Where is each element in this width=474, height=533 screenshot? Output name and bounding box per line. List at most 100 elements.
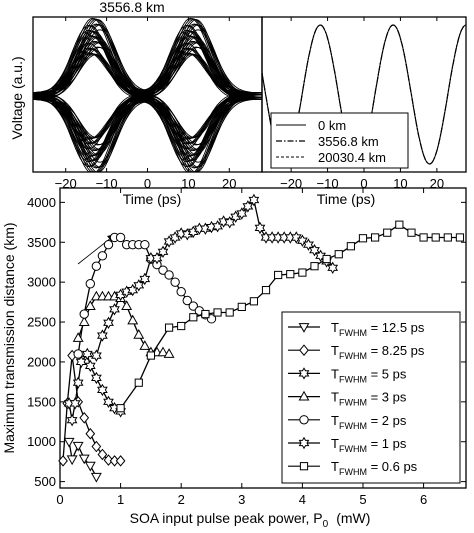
series-4-point (188, 301, 199, 311)
main-x-label-text: SOA input pulse peak power, P (130, 510, 323, 526)
eye-diagram-panel: 3556.8 km −20 −10 0 10 20 Voltage (a.u.) Tim… (9, 0, 263, 207)
main-x-tick-label: 1 (117, 492, 124, 507)
legend-subscript: FWHM (339, 444, 367, 454)
series-5-point (157, 245, 169, 259)
main-plot-frame (59, 187, 467, 489)
series-0-point (84, 461, 96, 472)
series-6-point (395, 220, 404, 229)
main-y-tick-label: 2500 (27, 315, 56, 330)
series-5-point (254, 221, 266, 235)
series-6-point (310, 262, 319, 271)
main-axis-ticks: 0 1 2 3 4 5 6 500 1000 1500 2000 2500 3000 3500 4000 (27, 188, 466, 507)
series-5-point (236, 207, 248, 220)
series-6-point (177, 321, 186, 331)
series-6-point (274, 270, 283, 280)
legend-marker-6 (299, 462, 309, 471)
series-5-point (248, 193, 260, 207)
eye-x-tick-label: 0 (144, 176, 151, 191)
series-0-point (72, 441, 84, 452)
legend-subscript: FWHM (339, 374, 367, 384)
legend-prefix: T (331, 390, 339, 405)
series-5-point (139, 272, 151, 286)
series-0-point (66, 455, 78, 466)
legend-subscript: FWHM (339, 351, 367, 361)
legend-prefix: T (331, 320, 339, 335)
main-x-tick-label: 6 (420, 492, 427, 507)
series-2-point (84, 359, 96, 373)
series-1-point (79, 412, 90, 424)
series-2-point (72, 376, 84, 389)
series-1-point (91, 440, 102, 453)
series-4-point (158, 265, 168, 275)
main-x-label-sub: 0 (323, 519, 329, 530)
legend-value: = 0.6 ps (367, 459, 418, 474)
legend-marker-1 (299, 344, 309, 356)
main-y-tick-label: 4000 (27, 195, 56, 210)
main-x-tick-label: 2 (178, 492, 185, 507)
series-0-point (63, 437, 75, 448)
legend-marker-5 (298, 436, 310, 450)
legend-prefix: T (331, 366, 339, 381)
series-6-point (164, 323, 174, 332)
legend-prefix: T (331, 436, 339, 451)
main-y-tick-label: 1000 (27, 434, 56, 449)
legend-prefix: T (331, 459, 339, 474)
legend-subscript: FWHM (339, 328, 367, 338)
eye-trace-lower (32, 97, 262, 173)
main-x-label-unit: (mW) (336, 510, 370, 526)
series-1-point (85, 427, 96, 440)
series-4-point (103, 239, 114, 250)
series-6-point (225, 308, 234, 317)
pulse-legend-label-2: 20030.4 km (318, 150, 386, 165)
legend-subscript: FWHM (339, 398, 367, 408)
series-4-point (85, 279, 95, 289)
legend-subscript: FWHM (339, 467, 367, 477)
pulse-legend: 0 km 3556.8 km 20030.4 km (270, 112, 409, 169)
legend-value: = 1 ps (367, 436, 407, 451)
legend-prefix: T (331, 413, 339, 428)
pulse-legend-label-0: 0 km (318, 118, 346, 133)
series-5-point (133, 279, 145, 292)
pulse-x-label: Time (ps) (317, 191, 376, 207)
pulse-x-tick-label: 20 (430, 176, 444, 191)
eye-trace-lower (32, 98, 262, 173)
series-5-point (327, 261, 339, 275)
series-6-point (455, 233, 465, 242)
series-5-point (103, 316, 114, 330)
pulse-x-tick-label: 10 (393, 176, 407, 191)
series-4-point (73, 349, 83, 359)
series-3-point (163, 348, 175, 358)
eye-y-label: Voltage (a.u.) (9, 56, 25, 139)
legend-marker-0 (298, 323, 310, 333)
main-y-tick-label: 1500 (27, 394, 56, 409)
series-6-point (146, 351, 155, 360)
legend-entry-4: TFWHM = 2 ps (331, 413, 407, 431)
series-3-point (133, 328, 145, 339)
series-2-point (75, 355, 87, 369)
eye-x-tick-label: 10 (181, 176, 195, 191)
main-chart-panel: 0 1 2 3 4 5 6 500 1000 1500 2000 2500 3000 3500 4000 M… (1, 187, 467, 530)
legend-entry-6: TFWHM = 0.6 ps (331, 459, 418, 477)
series-4-point (79, 309, 89, 319)
eye-trace-upper (33, 19, 262, 98)
pulse-legend-label-1: 3556.8 km (318, 134, 379, 149)
series-3-point (139, 340, 151, 350)
eye-x-tick-label: −10 (96, 176, 118, 191)
series-6-point (322, 254, 331, 264)
legend-entry-2: TFWHM = 5 ps (331, 366, 407, 384)
eye-x-label: Time (ps) (123, 191, 182, 207)
series-6-point (189, 313, 198, 322)
series-3-point (84, 300, 96, 310)
series-5-point (242, 200, 254, 213)
series-6-point (407, 228, 416, 237)
series-4-point (170, 277, 180, 287)
legend-marker-4 (299, 415, 309, 425)
eye-traces (32, 17, 263, 173)
series-1-point (58, 455, 68, 467)
series-4-point (164, 270, 174, 280)
main-series (58, 193, 465, 483)
series-1-point (115, 455, 126, 467)
eye-x-ticks: −20 −10 0 10 20 (55, 17, 237, 191)
series-2-point (91, 371, 102, 385)
series-0-point (90, 472, 102, 483)
